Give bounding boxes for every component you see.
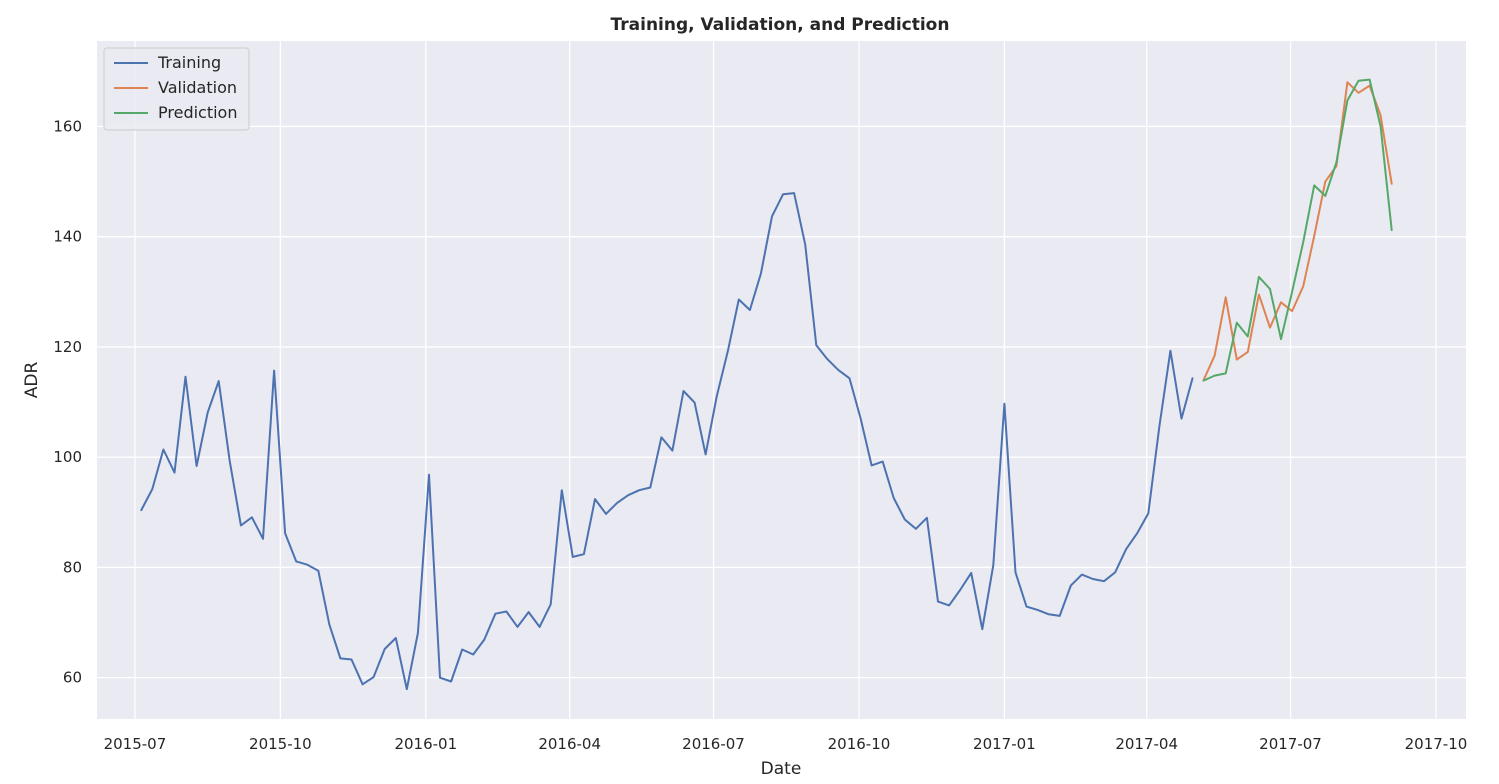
legend-label-training: Training bbox=[157, 53, 221, 72]
x-tick-labels: 2015-07 2015-10 2016-01 2016-04 2016-07 2016-… bbox=[104, 735, 1468, 753]
y-tick-label: 160 bbox=[53, 117, 82, 135]
legend-label-prediction: Prediction bbox=[158, 103, 237, 122]
x-tick-label: 2017-04 bbox=[1115, 735, 1178, 753]
y-tick-label: 60 bbox=[63, 669, 82, 687]
x-tick-label: 2015-07 bbox=[104, 735, 167, 753]
grid bbox=[97, 41, 1466, 719]
x-tick-label: 2016-01 bbox=[394, 735, 457, 753]
x-tick-label: 2017-07 bbox=[1259, 735, 1322, 753]
x-tick-label: 2016-10 bbox=[828, 735, 891, 753]
y-tick-label: 140 bbox=[53, 228, 82, 246]
series-lines bbox=[140, 78, 1393, 691]
y-tick-label: 100 bbox=[53, 448, 82, 466]
legend-box bbox=[103, 47, 250, 131]
x-tick-label: 2015-10 bbox=[249, 735, 312, 753]
plot-background bbox=[97, 41, 1466, 719]
legend: Training Validation Prediction bbox=[103, 47, 250, 131]
x-tick-label: 2017-01 bbox=[973, 735, 1036, 753]
x-tick-label: 2016-04 bbox=[538, 735, 601, 753]
y-tick-label: 120 bbox=[53, 338, 82, 356]
legend-label-validation: Validation bbox=[158, 78, 237, 97]
y-tick-labels: 60 80 100 120 140 160 bbox=[53, 117, 82, 686]
series-line-training bbox=[140, 192, 1194, 691]
y-tick-label: 80 bbox=[63, 558, 82, 576]
x-tick-label: 2017-10 bbox=[1405, 735, 1468, 753]
chart-title: Training, Validation, and Prediction bbox=[611, 15, 950, 35]
x-tick-label: 2016-07 bbox=[682, 735, 745, 753]
y-axis-label: ADR bbox=[22, 362, 42, 399]
series-line-validation bbox=[1202, 81, 1393, 381]
x-axis-label: Date bbox=[761, 759, 802, 779]
series-line-prediction bbox=[1202, 78, 1393, 382]
